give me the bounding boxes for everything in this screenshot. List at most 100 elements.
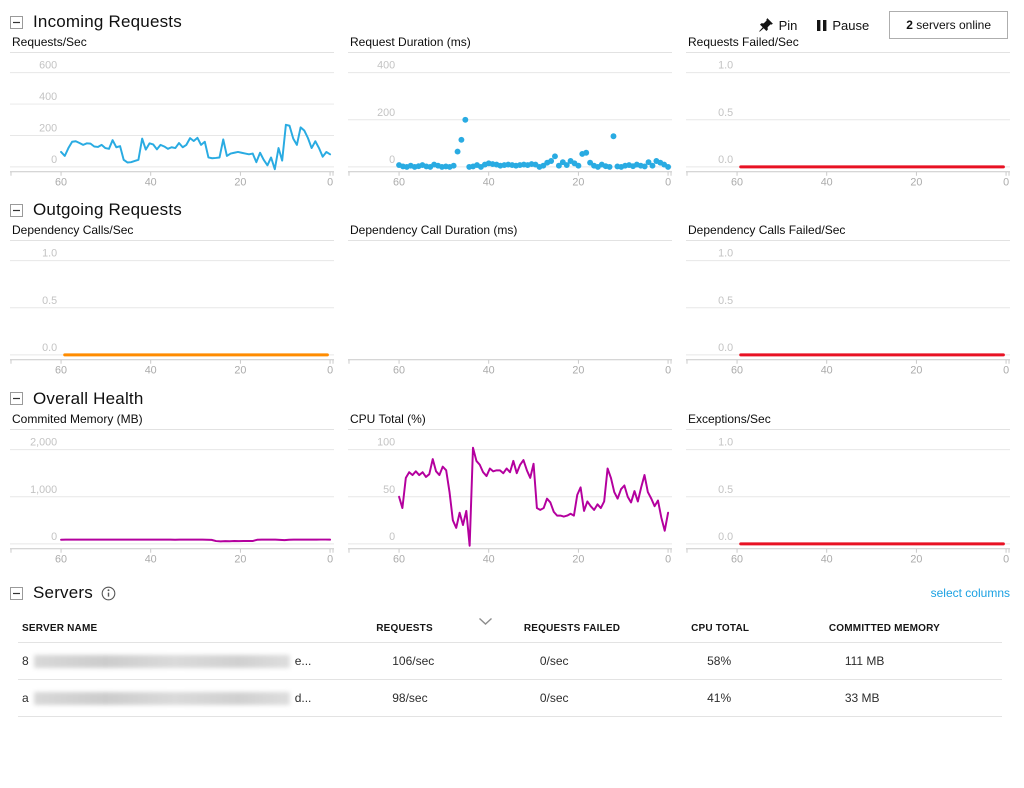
pin-label: Pin (778, 17, 798, 33)
chart-plot: 60 40 20 0 (348, 359, 672, 377)
svg-text:40: 40 (483, 553, 495, 565)
svg-text:0: 0 (665, 553, 671, 565)
svg-text:40: 40 (483, 365, 495, 377)
charts-row-outgoing: Dependency Calls/Sec 0.0 0.5 1.0 60 40 20 0 Depe… (10, 222, 1010, 378)
svg-text:40: 40 (483, 177, 495, 189)
section-title: Incoming Requests (33, 12, 182, 31)
servers-online-count: 2 (906, 18, 913, 32)
svg-text:0: 0 (389, 531, 395, 543)
chevron-down-icon[interactable] (478, 617, 493, 626)
server-requests-failed: 0/sec (519, 642, 688, 680)
servers-online-label: servers online (916, 18, 991, 32)
svg-text:0.5: 0.5 (718, 295, 733, 307)
svg-text:0: 0 (327, 177, 333, 189)
chart-plot: 0.0 0.5 1.0 60 40 20 0 (10, 248, 334, 377)
svg-text:0.0: 0.0 (718, 154, 733, 166)
section-header-outgoing-requests: Outgoing Requests (10, 200, 1010, 220)
svg-text:60: 60 (393, 177, 405, 189)
chart-dependency-calls-failed-sec: Dependency Calls Failed/Sec 0.0 0.5 1.0 60 40… (686, 222, 1010, 378)
pin-button[interactable]: Pin (758, 17, 798, 33)
chart-dependency-call-duration-ms: Dependency Call Duration (ms) 60 40 20 0 (348, 222, 672, 378)
column-header-cpu-total[interactable]: CPU TOTAL (691, 623, 750, 635)
svg-text:1.0: 1.0 (42, 248, 57, 260)
pin-icon (758, 17, 774, 33)
svg-text:100: 100 (377, 437, 395, 449)
chart-exceptions-sec: Exceptions/Sec 0.0 0.5 1.0 60 40 20 0 (686, 411, 1010, 567)
svg-text:0: 0 (1003, 365, 1009, 377)
svg-text:60: 60 (55, 553, 67, 565)
svg-text:0.5: 0.5 (42, 295, 57, 307)
chart-title: Requests Failed/Sec (686, 34, 1010, 53)
column-header-requests[interactable]: REQUESTS (376, 623, 433, 635)
svg-text:1.0: 1.0 (718, 248, 733, 260)
chart-plot: 0 1,000 2,000 60 40 20 0 (10, 437, 334, 565)
chart-cpu-total: CPU Total (%) 0 50 100 60 40 20 0 (348, 411, 672, 567)
chart-title: Commited Memory (MB) (10, 411, 334, 430)
svg-text:0.5: 0.5 (718, 484, 733, 496)
collapse-icon[interactable] (10, 392, 23, 406)
pause-label: Pause (832, 17, 870, 33)
section-header-incoming-requests: Incoming Requests Pin Pause 2 servers on… (10, 11, 1010, 39)
section-title: Outgoing Requests (33, 200, 182, 220)
pause-button[interactable]: Pause (817, 18, 869, 33)
svg-text:400: 400 (39, 91, 57, 103)
charts-row-health: Commited Memory (MB) 0 1,000 2,000 60 40 20 0 CP… (10, 411, 1010, 567)
svg-text:50: 50 (383, 484, 395, 496)
chart-plot: 0.0 0.5 1.0 60 40 20 0 (686, 60, 1010, 189)
servers-online-button[interactable]: 2 servers online (889, 11, 1008, 39)
chart-title: CPU Total (%) (348, 411, 672, 430)
server-row[interactable]: 8 e... 106/sec 0/sec 58% 111 MB (18, 642, 1002, 680)
svg-text:20: 20 (910, 553, 922, 565)
chart-title: Exceptions/Sec (686, 411, 1010, 430)
server-row[interactable]: a d... 98/sec 0/sec 41% 33 MB (18, 679, 1002, 718)
pause-icon (817, 19, 827, 32)
section-title: Servers (33, 583, 93, 603)
chart-requests-failed-sec: Requests Failed/Sec 0.0 0.5 1.0 60 40 20 0 (686, 34, 1010, 190)
svg-text:0.0: 0.0 (718, 531, 733, 543)
servers-table: SERVER NAME REQUESTS REQUESTS FAILED CPU… (18, 617, 1002, 718)
svg-text:20: 20 (572, 177, 584, 189)
svg-text:0: 0 (665, 365, 671, 377)
svg-text:1,000: 1,000 (30, 484, 57, 496)
svg-text:0.0: 0.0 (718, 342, 733, 354)
redacted-blur (33, 654, 290, 668)
svg-text:0.0: 0.0 (42, 342, 57, 354)
server-cpu-total: 58% (687, 642, 825, 680)
server-committed-memory: 111 MB (824, 642, 1002, 680)
svg-text:200: 200 (39, 123, 57, 135)
svg-text:0: 0 (51, 154, 57, 166)
chart-title: Dependency Calls Failed/Sec (686, 222, 1010, 242)
svg-text:0: 0 (1003, 177, 1009, 189)
live-metrics-page: Incoming Requests Pin Pause 2 servers on… (10, 11, 1010, 718)
collapse-icon[interactable] (10, 203, 23, 217)
column-header-server-name[interactable]: SERVER NAME (22, 623, 98, 635)
svg-text:20: 20 (234, 177, 246, 189)
svg-text:60: 60 (55, 177, 67, 189)
chart-requests-sec: Requests/Sec 0 200 400 600 60 40 20 0 (10, 34, 334, 190)
info-icon[interactable] (101, 586, 116, 601)
svg-text:40: 40 (145, 553, 157, 565)
chart-dependency-calls-sec: Dependency Calls/Sec 0.0 0.5 1.0 60 40 20 0 (10, 222, 334, 378)
chart-title: Dependency Calls/Sec (10, 222, 334, 242)
svg-text:60: 60 (393, 553, 405, 565)
column-header-requests-failed[interactable]: REQUESTS FAILED (523, 623, 621, 635)
svg-text:40: 40 (821, 553, 833, 565)
server-requests-failed: 0/sec (519, 679, 688, 718)
chart-title: Request Duration (ms) (348, 34, 672, 53)
chart-plot: 0.0 0.5 1.0 60 40 20 0 (686, 248, 1010, 377)
svg-text:60: 60 (731, 553, 743, 565)
select-columns-link[interactable]: select columns (930, 586, 1010, 601)
chart-plot: 0 50 100 60 40 20 0 (348, 437, 672, 565)
svg-text:200: 200 (377, 107, 395, 119)
svg-text:60: 60 (55, 365, 67, 377)
svg-text:600: 600 (39, 60, 57, 72)
svg-text:20: 20 (910, 177, 922, 189)
collapse-icon[interactable] (10, 586, 23, 600)
chart-title: Requests/Sec (10, 34, 334, 53)
section-header-overall-health: Overall Health (10, 389, 1010, 409)
servers-table-header-row: SERVER NAME REQUESTS REQUESTS FAILED CPU… (18, 617, 1002, 643)
column-header-committed-memory[interactable]: COMMITTED MEMORY (828, 623, 941, 635)
collapse-icon[interactable] (10, 15, 23, 29)
